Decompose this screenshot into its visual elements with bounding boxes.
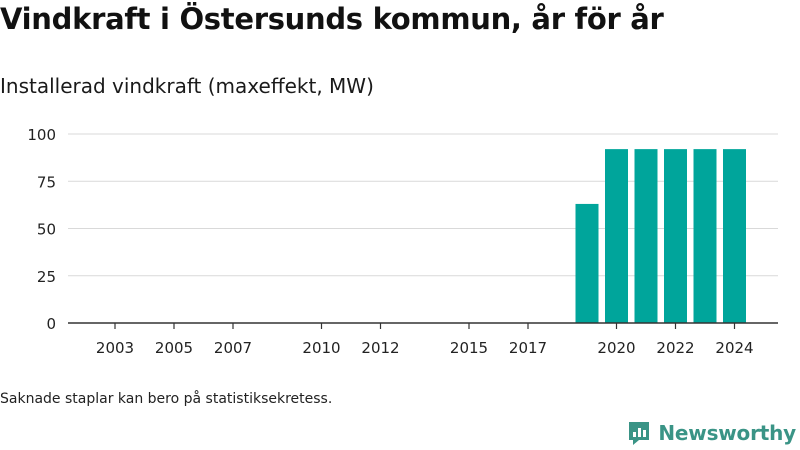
bar	[605, 149, 628, 323]
x-tick-label: 2007	[214, 339, 252, 357]
bar	[723, 149, 746, 323]
brand-logo: Newsworthy	[627, 420, 796, 446]
x-tick-label: 2005	[155, 339, 193, 357]
x-tick-label: 2022	[656, 339, 694, 357]
y-tick-label: 25	[37, 268, 56, 286]
newsworthy-logo-icon	[629, 422, 650, 445]
chart-subtitle: Installerad vindkraft (maxeffekt, MW)	[0, 74, 374, 98]
x-tick-label: 2020	[597, 339, 635, 357]
bar	[634, 149, 658, 323]
x-tick-label: 2010	[302, 339, 340, 357]
y-tick-label: 50	[37, 221, 56, 239]
bar	[575, 203, 599, 323]
bar	[664, 149, 687, 323]
bar	[693, 149, 717, 323]
x-tick-label: 2015	[450, 339, 488, 357]
y-tick-label: 100	[27, 126, 56, 144]
footnote: Saknade staplar kan bero på statistiksek…	[0, 391, 333, 407]
x-tick-label: 2003	[96, 339, 134, 357]
x-tick-label: 2017	[509, 339, 547, 357]
y-tick-label: 75	[37, 173, 56, 191]
x-tick-label: 2012	[361, 339, 399, 357]
y-tick-label: 0	[46, 315, 56, 333]
brand-name: Newsworthy	[658, 421, 796, 445]
chart-title: Vindkraft i Östersunds kommun, år för år	[0, 2, 664, 36]
x-tick-label: 2024	[715, 339, 753, 357]
bar-chart: 0 25 50 75 100 2003 2005 2007 2010 2012 2015 2017 20…	[27, 126, 778, 357]
